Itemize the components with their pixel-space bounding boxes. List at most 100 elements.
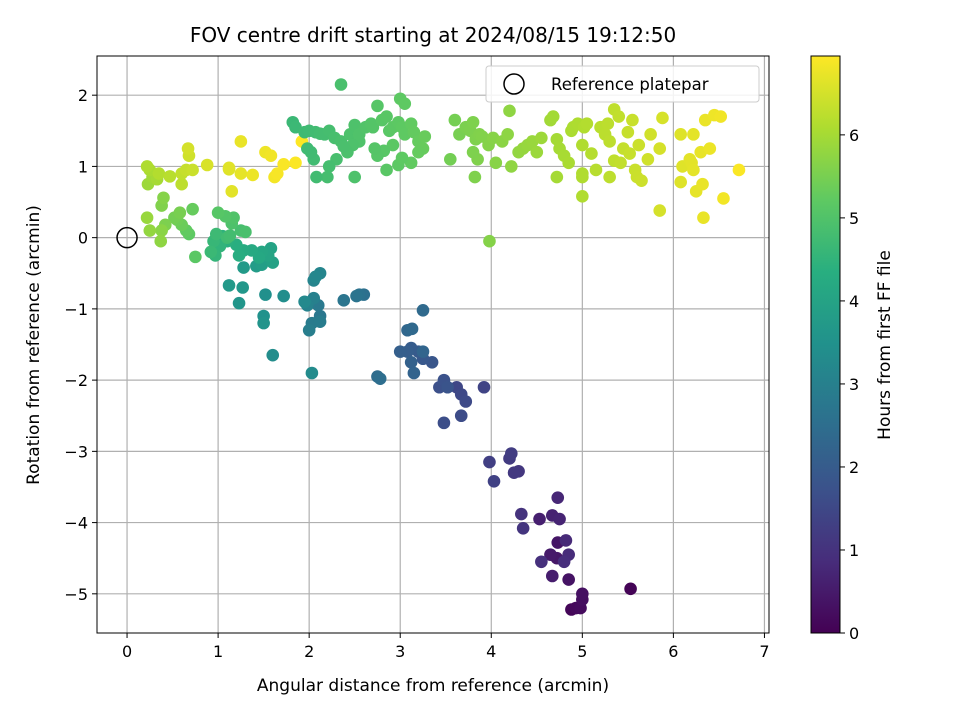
data-point: [580, 117, 594, 130]
data-point: [416, 304, 430, 317]
y-tick-label: −4: [64, 514, 88, 533]
data-point: [143, 224, 157, 237]
data-point: [223, 229, 237, 242]
legend: Reference platepar: [485, 65, 760, 103]
colorbar-label: Hours from first FF file: [875, 250, 895, 440]
data-point: [305, 366, 319, 380]
data-point: [222, 279, 236, 292]
data-point: [257, 316, 270, 330]
data-point: [277, 289, 290, 303]
reference-platepar-marker: [116, 226, 138, 249]
y-tick-label: 2: [78, 86, 88, 105]
data-point: [368, 142, 382, 155]
data-point: [232, 249, 246, 262]
data-point: [186, 163, 199, 177]
x-axis-label: Angular distance from reference (arcmin): [257, 676, 609, 696]
data-point: [366, 120, 380, 134]
data-point: [140, 160, 154, 173]
data-point: [204, 245, 218, 259]
data-point: [576, 587, 589, 601]
data-point: [562, 573, 575, 586]
data-point: [321, 170, 334, 184]
data-point: [155, 224, 168, 237]
data-point: [444, 152, 457, 166]
data-point: [644, 128, 657, 141]
data-point: [266, 348, 280, 362]
data-point: [189, 250, 202, 264]
data-point: [653, 142, 667, 155]
data-point: [264, 149, 278, 163]
data-point: [466, 145, 480, 159]
x-tick-label: 4: [486, 642, 496, 661]
data-point: [348, 170, 361, 184]
data-point: [200, 158, 214, 172]
data-point: [623, 147, 636, 160]
data-point: [546, 110, 560, 123]
x-tick-label: 2: [304, 642, 314, 661]
data-point: [237, 261, 250, 274]
data-point: [641, 152, 655, 166]
data-point: [507, 466, 521, 480]
data-point: [530, 145, 544, 159]
data-point: [697, 211, 710, 225]
data-point: [289, 156, 302, 170]
colorbar: [810, 55, 841, 634]
data-points: [140, 78, 746, 616]
data-point: [483, 455, 496, 469]
data-point: [585, 147, 598, 160]
y-tick-label: −5: [64, 585, 88, 604]
data-point: [404, 356, 418, 369]
data-point: [454, 409, 468, 423]
y-tick-label: 0: [78, 229, 88, 248]
x-axis-ticks: 0 1 2 3 4 5 6 7: [122, 633, 770, 661]
data-point: [373, 372, 387, 385]
data-point: [553, 512, 566, 526]
data-point: [236, 281, 249, 294]
x-tick-label: 5: [577, 642, 587, 661]
data-point: [687, 128, 700, 141]
data-point: [405, 322, 419, 336]
data-point: [309, 270, 322, 284]
data-point: [621, 125, 635, 139]
data-point: [211, 206, 225, 220]
data-point: [140, 211, 154, 225]
data-point: [732, 163, 746, 177]
data-point: [576, 190, 589, 203]
data-point: [696, 177, 709, 191]
data-point: [632, 138, 646, 152]
data-point: [259, 288, 272, 301]
y-tick-label: 1: [78, 157, 88, 176]
legend-box: [485, 65, 760, 103]
legend-label: Reference platepar: [551, 75, 709, 94]
data-point: [246, 168, 260, 182]
data-point: [483, 234, 496, 248]
data-point: [232, 296, 246, 310]
data-point: [501, 128, 514, 141]
x-tick-label: 0: [122, 642, 132, 661]
data-point: [234, 167, 248, 180]
data-point: [298, 295, 311, 309]
data-point: [603, 170, 616, 184]
data-point: [277, 157, 290, 171]
reference-marker: [116, 226, 138, 249]
data-point: [448, 113, 462, 127]
data-point: [407, 366, 421, 380]
data-point: [322, 160, 336, 173]
y-tick-label: −1: [64, 300, 88, 319]
data-point: [398, 97, 412, 111]
data-point: [603, 135, 616, 148]
x-tick-label: 6: [668, 642, 678, 661]
y-tick-label: −2: [64, 371, 88, 390]
data-point: [154, 234, 168, 248]
data-point: [612, 110, 626, 123]
data-point: [310, 170, 323, 184]
data-point: [635, 174, 648, 187]
y-axis-label: Rotation from reference (arcmin): [24, 205, 44, 485]
data-point: [516, 521, 530, 535]
data-point: [533, 512, 546, 526]
data-point: [337, 294, 351, 307]
data-point: [487, 474, 501, 488]
data-point: [576, 167, 589, 180]
data-point: [302, 323, 316, 337]
data-point: [225, 185, 239, 198]
